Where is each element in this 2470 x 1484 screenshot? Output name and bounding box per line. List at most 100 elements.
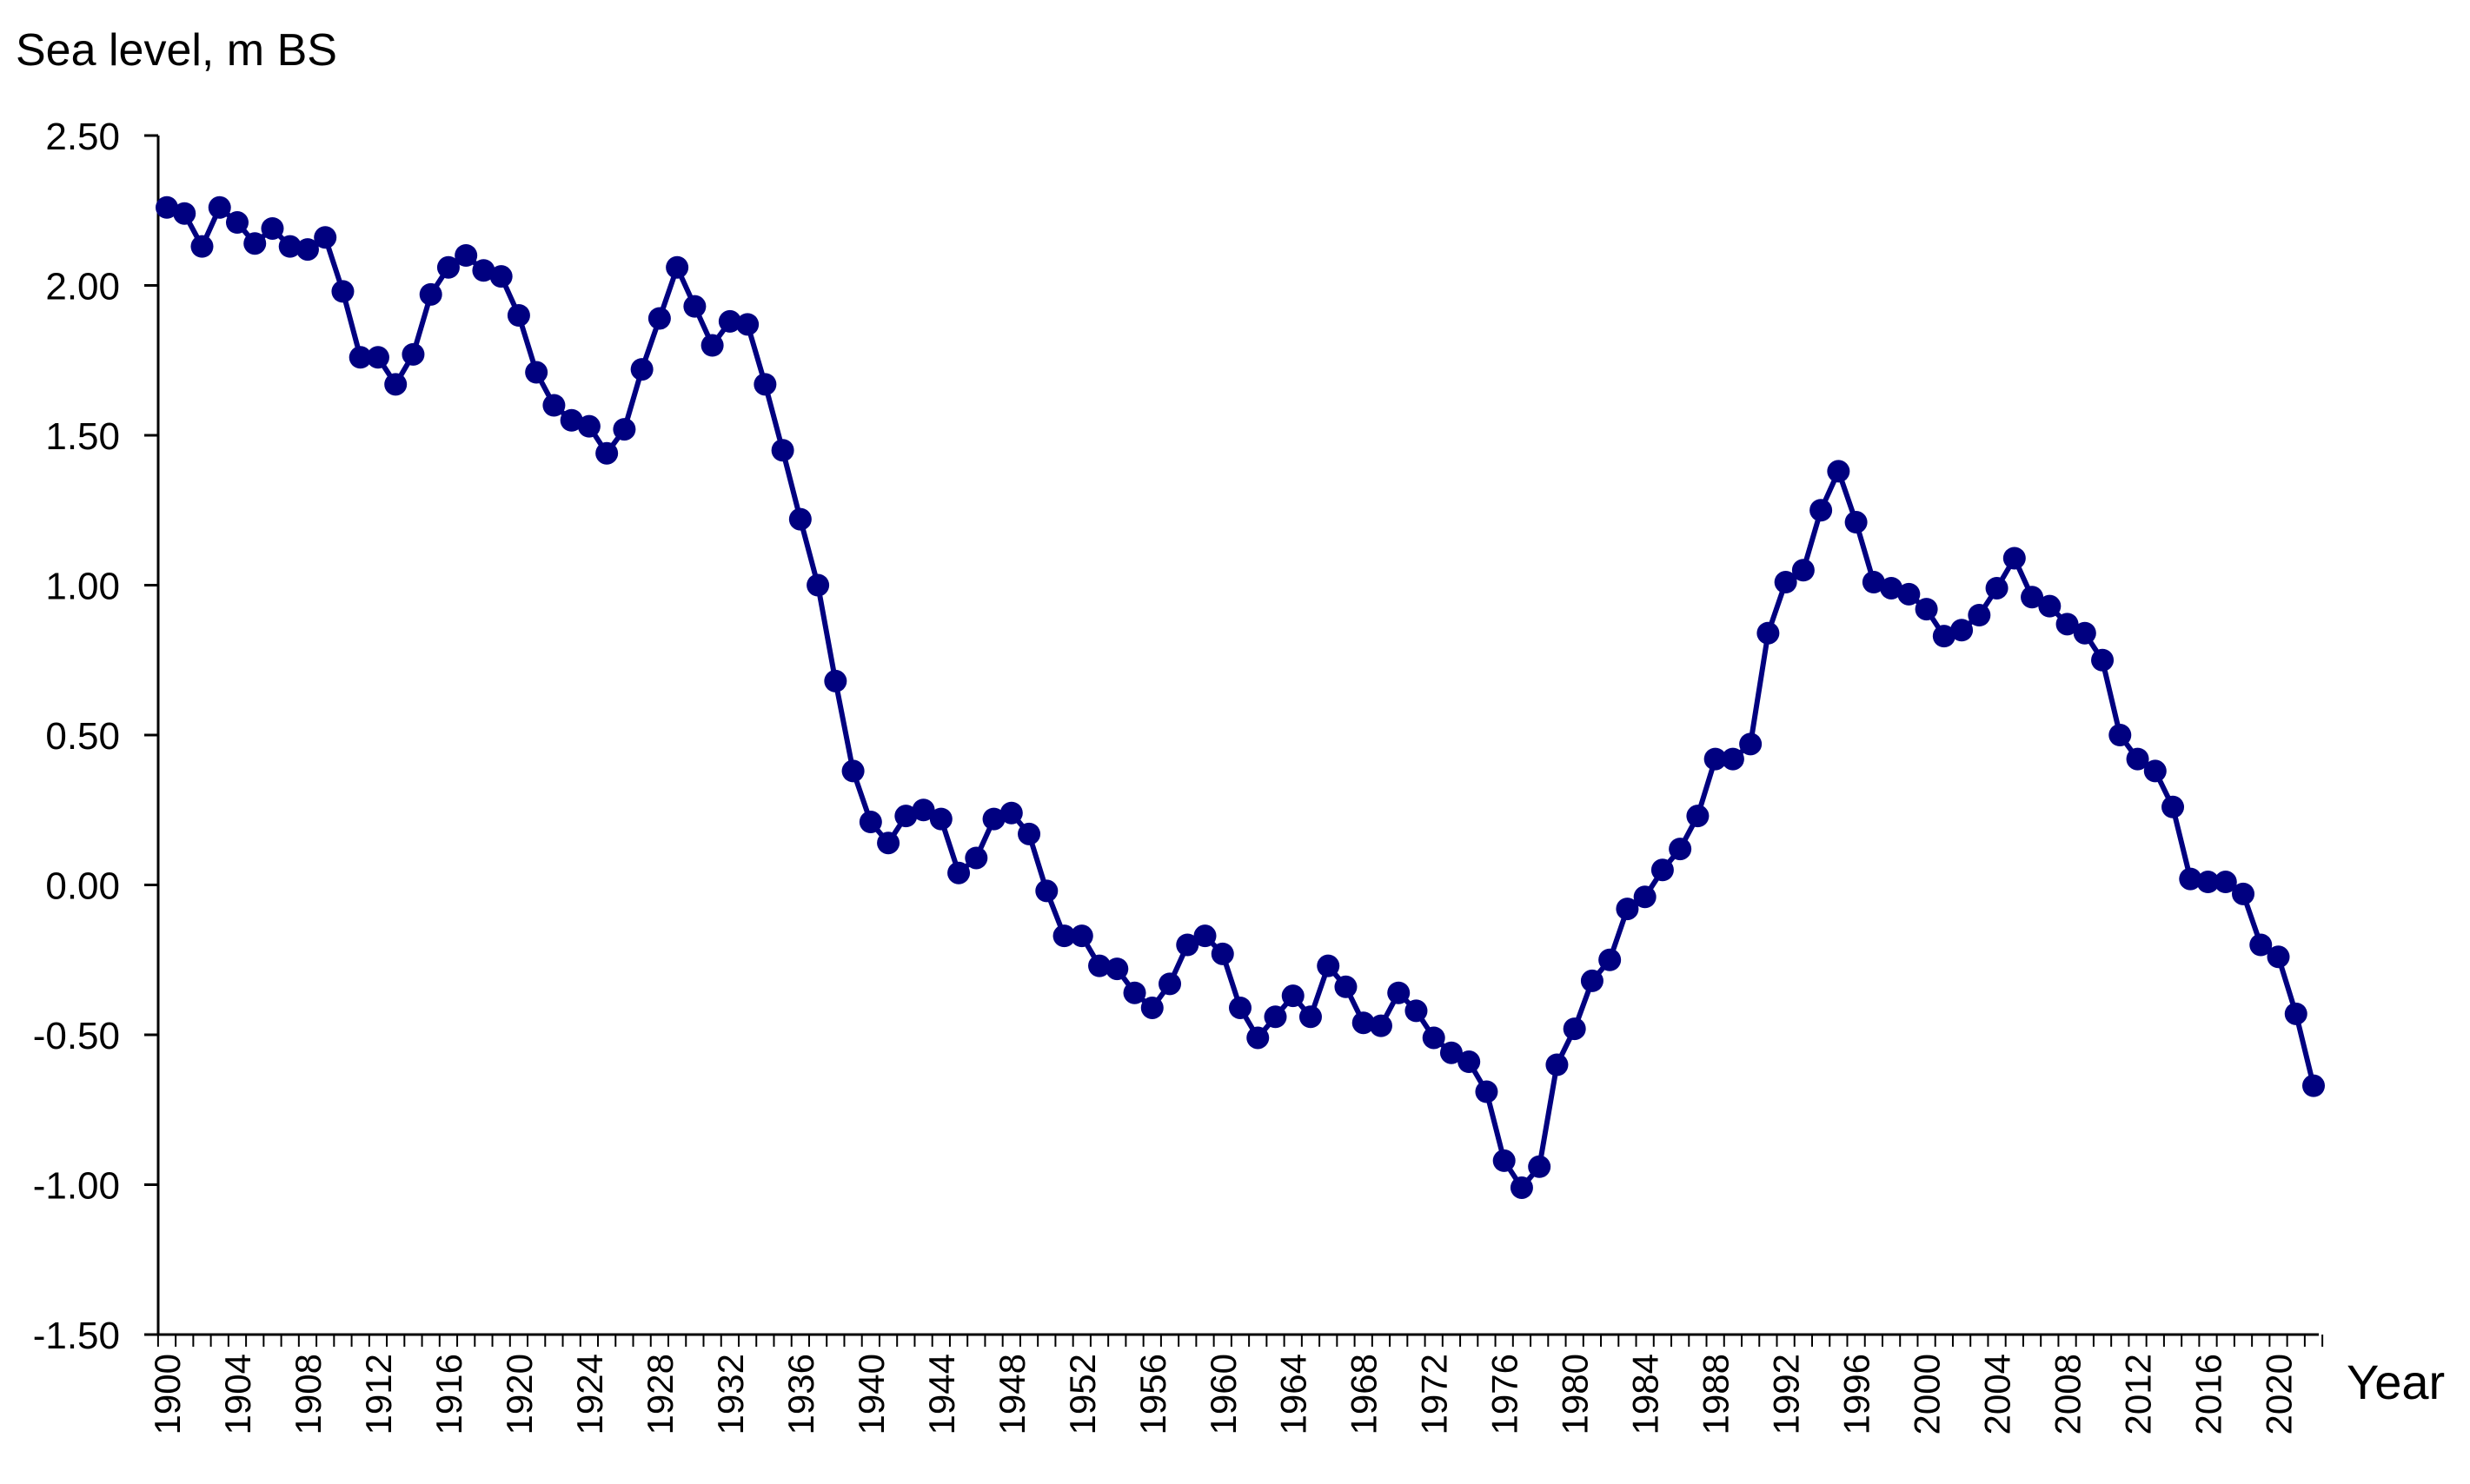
y-axis-title: Sea level, m BS [16,25,337,76]
x-tick-label: 1916 [428,1354,469,1434]
data-point [366,346,389,369]
data-point [1809,499,1833,522]
x-tick-label: 1996 [1836,1354,1877,1434]
data-point [894,805,918,828]
data-point [824,669,847,692]
data-point [2143,759,2167,783]
data-point [2284,1002,2307,1025]
data-point [1088,954,1112,977]
x-tick-label: 1928 [640,1354,681,1434]
axes [156,136,2319,1336]
data-point [1229,996,1252,1019]
data-point [1510,1176,1533,1199]
data-point [2267,945,2290,969]
data-point [2108,724,2132,746]
series-group [156,195,2325,1199]
data-point [1791,559,1815,582]
data-point [595,441,619,465]
data-point [1545,1053,1569,1077]
data-point [1880,576,1903,600]
x-tick-label: 1912 [358,1354,399,1434]
x-tick-label: 1988 [1696,1354,1736,1434]
x-tick-label: 1952 [1062,1354,1103,1434]
x-tick-label: 2000 [1907,1354,1948,1434]
data-point [1616,898,1639,921]
data-point [1052,924,1076,948]
data-point [156,195,178,219]
data-point [1915,598,1938,621]
x-tick-label: 1920 [499,1354,540,1434]
data-point [507,304,530,327]
series-line [166,204,2316,1190]
data-point [1369,1014,1392,1037]
data-point [1159,972,1182,996]
x-tick-label: 1900 [147,1354,188,1434]
x-tick-label: 1968 [1344,1354,1384,1434]
data-point [2302,1074,2325,1097]
data-point [1827,460,1850,483]
data-point [947,861,971,884]
x-tick-label: 2012 [2118,1354,2159,1434]
x-tick-label: 1960 [1203,1354,1244,1434]
data-point [613,418,636,441]
data-point [577,414,601,438]
data-point [2021,586,2044,609]
data-point [1897,582,1921,606]
x-tick-label: 1964 [1273,1354,1314,1434]
data-point [1317,954,1340,977]
data-point [1721,747,1744,771]
data-point [666,255,689,279]
data-point [1457,1050,1481,1074]
x-tick-label: 2004 [1977,1354,2018,1434]
x-axis-ticks: 1900 1904 1908 1912 1916 1920 1924 1928 1932 1936… [147,1335,2324,1434]
x-tick-label: 1976 [1484,1354,1525,1434]
data-point [2249,933,2273,957]
y-tick-label: -1.00 [33,1165,120,1208]
data-point [1950,619,1974,642]
data-point [225,211,249,235]
y-tick-label: 2.50 [45,116,120,158]
data-point [2161,795,2185,818]
data-point [402,342,425,366]
data-point [525,361,548,384]
data-point [2055,613,2079,636]
data-point [1650,858,1674,882]
x-tick-label: 1948 [992,1354,1032,1434]
x-tick-label: 1984 [1625,1354,1666,1434]
data-point [1739,732,1763,756]
x-tick-label: 1932 [710,1354,751,1434]
data-point [1439,1041,1463,1064]
data-point [314,226,337,249]
data-point [2091,648,2115,672]
y-tick-label: -0.50 [33,1015,120,1057]
data-point [1246,1026,1270,1050]
data-point [2196,871,2220,894]
data-point [419,282,442,306]
y-tick-label: 1.00 [45,566,120,608]
data-point [261,216,284,240]
data-point [173,202,196,225]
data-point [472,259,495,282]
y-axis-ticks: 2.50 2.00 1.50 1.00 0.50 0.00 -0.50 -1.00 -1.50 [33,116,158,1357]
x-tick-label: 2016 [2188,1354,2229,1434]
x-tick-label: 1980 [1555,1354,1596,1434]
x-tick-label: 1944 [921,1354,962,1434]
x-tick-label: 1992 [1766,1354,1807,1434]
data-point [560,408,583,432]
data-point [788,507,812,531]
data-point [1598,948,1622,971]
data-point [295,238,319,262]
data-point [1193,924,1217,948]
data-point [1351,1011,1375,1035]
data-point [278,235,302,258]
x-axis-title: Year [2347,1355,2446,1409]
x-tick-label: 2020 [2259,1354,2300,1434]
data-point [331,280,355,303]
data-point [841,759,865,783]
data-point [1492,1149,1516,1172]
data-point [1140,996,1164,1019]
data-point [1633,885,1657,909]
data-point [1580,969,1604,992]
data-point [1686,805,1710,828]
